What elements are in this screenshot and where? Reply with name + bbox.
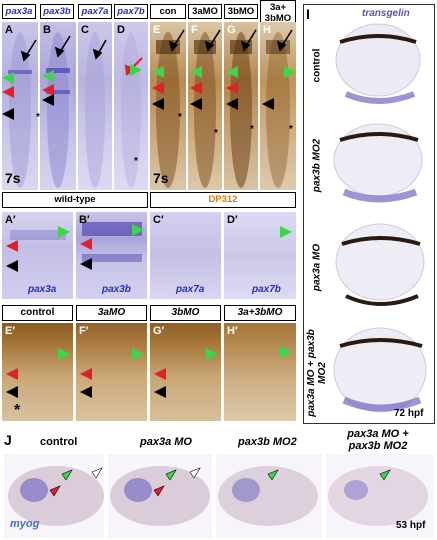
panel-letter-D-prime: D′ — [227, 214, 238, 226]
panel-J-column-control: control — [40, 436, 78, 448]
asterisk: * — [214, 128, 218, 139]
stage-label-right: 7s — [153, 170, 169, 186]
header-pax3b: pax3b — [40, 4, 74, 19]
asterisk: * — [178, 112, 182, 123]
panel-letter-B-prime: B′ — [79, 214, 90, 226]
group-label-wild-type: wild-type — [2, 192, 148, 208]
header-pax3a: pax3a — [2, 4, 36, 19]
panel-J-gene: myog — [10, 518, 40, 530]
panel-J-column-pax3a-mo: pax3a MO — [140, 436, 192, 448]
panel-letter-D: D — [117, 24, 125, 36]
panel-letter-H-prime: H′ — [227, 325, 238, 337]
panel-letter-G: G — [227, 24, 236, 36]
header-3bmo-2: 3bMO — [150, 305, 221, 321]
header-3amo-2: 3aMO — [76, 305, 147, 321]
header-control: control — [2, 305, 73, 321]
panel-C-prime — [150, 212, 221, 299]
zoom-gene-label-pax3b: pax3b — [102, 284, 131, 295]
header-pax7b: pax7b — [114, 4, 148, 19]
header-3a3bmo-2: 3a+3bMO — [224, 305, 296, 321]
panel-letter-G-prime: G′ — [153, 325, 165, 337]
zoom-gene-label-pax3a: pax3a — [28, 284, 57, 295]
panel-letter-B: B — [43, 24, 51, 36]
panel-letter-C-prime: C′ — [153, 214, 164, 226]
panel-letter-C: C — [81, 24, 89, 36]
panel-letter-F: F — [191, 24, 198, 36]
zoom-gene-label-pax7a: pax7a — [176, 284, 205, 295]
panel-D — [114, 22, 148, 190]
panel-letter-H: H — [263, 24, 271, 36]
panel-letter-I: I — [306, 6, 310, 22]
panel-J-column-combined: pax3a MO + pax3b MO2 — [347, 428, 409, 452]
panel-I-stage: 72 hpf — [394, 408, 424, 419]
header-3bmo: 3bMO — [224, 4, 258, 19]
asterisk: * — [36, 112, 40, 123]
panel-H-prime — [224, 323, 296, 421]
header-pax7a: pax7a — [78, 4, 112, 19]
panel-I-title: transgelin — [362, 8, 410, 19]
header-3amo: 3aMO — [188, 4, 222, 19]
asterisk: * — [250, 124, 254, 135]
panel-letter-E: E — [153, 24, 161, 36]
asterisk: * — [14, 402, 21, 419]
panel-letter-F-prime: F′ — [79, 325, 89, 337]
panel-letter-A-prime: A′ — [5, 214, 16, 226]
panel-A-prime — [2, 212, 73, 299]
header-con: con — [150, 4, 186, 19]
panel-A — [2, 22, 38, 190]
panel-letter-J: J — [4, 432, 12, 448]
panel-J-column-pax3b-mo2: pax3b MO2 — [238, 436, 297, 448]
group-label-dp312: DP312 — [150, 192, 296, 208]
panel-letter-E-prime: E′ — [5, 325, 15, 337]
panel-D-prime — [224, 212, 296, 299]
panel-J-stage: 53 hpf — [396, 520, 426, 531]
asterisk: * — [134, 156, 138, 167]
header-3a3bmo: 3a+ 3bMO — [260, 0, 296, 26]
panel-letter-A: A — [5, 24, 13, 36]
asterisk: * — [289, 124, 293, 135]
zoom-gene-label-pax7b: pax7b — [252, 284, 281, 295]
stage-label-left: 7s — [5, 170, 21, 186]
